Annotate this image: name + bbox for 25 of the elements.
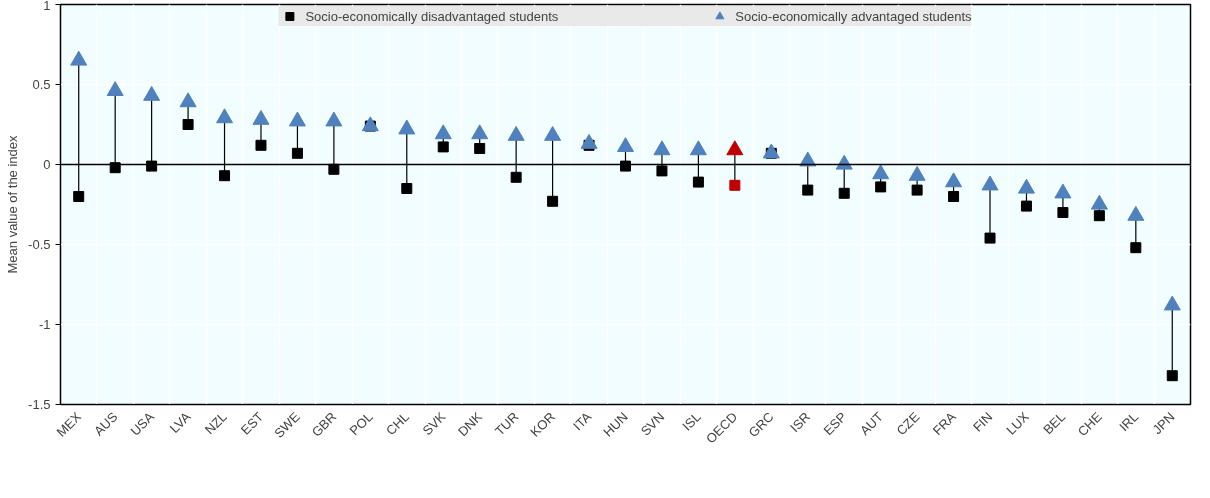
x-tick-label: NZL xyxy=(201,409,230,438)
x-tick-label: CHL xyxy=(383,409,413,439)
x-tick-label: USA xyxy=(127,408,158,439)
y-tick-label: 0 xyxy=(43,157,51,172)
y-tick-label: -0.5 xyxy=(28,237,51,252)
y-tick-label: -1.5 xyxy=(28,397,51,412)
x-tick-label: FRA xyxy=(929,408,960,439)
y-axis-title: Mean value of the index xyxy=(5,134,21,274)
x-tick-label: ITA xyxy=(570,408,595,434)
x-tick-label: FIN xyxy=(969,409,996,435)
y-tick-label: -1 xyxy=(38,317,51,332)
x-tick-label: CZE xyxy=(893,408,923,439)
x-tick-label: JPN xyxy=(1149,409,1178,438)
x-tick-label: ESP xyxy=(820,409,850,439)
x-tick-label: BEL xyxy=(1040,409,1069,438)
x-tick-label: LVA xyxy=(166,408,194,436)
legend-label: Socio-economically disadvantaged students xyxy=(305,8,559,24)
y-tick-label: 1 xyxy=(43,0,51,13)
x-tick-label: ISR xyxy=(787,409,814,436)
x-tick-label: TUR xyxy=(491,409,522,439)
x-tick-label: ISL xyxy=(679,409,704,434)
x-tick-label: POL xyxy=(346,409,376,439)
x-tick-label: IRL xyxy=(1116,409,1142,435)
legend-label: Socio-economically advantaged students xyxy=(735,8,972,24)
y-tick-label: 0.5 xyxy=(32,77,51,92)
